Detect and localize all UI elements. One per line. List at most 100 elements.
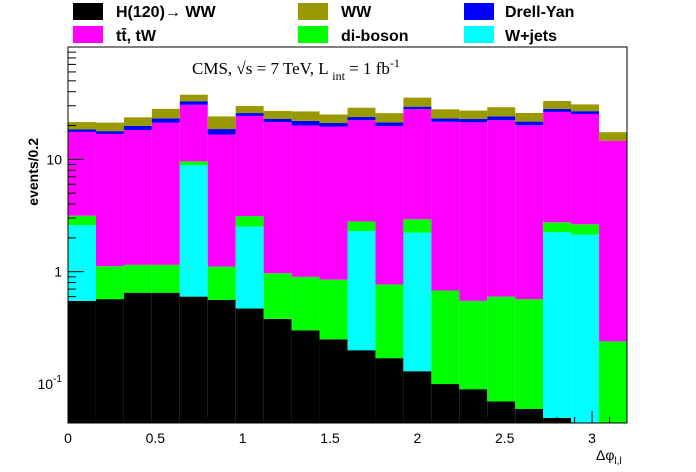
y-tick-label-base: 10 (38, 376, 54, 392)
legend-swatch-ww (298, 3, 328, 20)
bar-tt-tw-bin-13 (431, 121, 460, 291)
legend-label-ttbar: tt̄, tW (116, 27, 157, 45)
bar-tt-tw-bin-0 (68, 131, 96, 216)
x-tick-label: 2.5 (495, 430, 515, 446)
bar-di-boson-bin-14 (459, 300, 488, 390)
legend-label-drell-yan: Drell-Yan (505, 4, 574, 21)
bar-drell-yan-bin-8 (291, 120, 320, 126)
bar-h-120-ww-bin-3 (151, 292, 180, 423)
bar-drell-yan-bin-18 (571, 111, 600, 114)
bar-w-jets-bin-6 (235, 226, 264, 309)
bar-di-boson-bin-16 (515, 299, 544, 409)
bar-h-120-ww-bin-5 (207, 299, 236, 423)
bar-drell-yan-bin-3 (151, 118, 180, 123)
bar-h-120-ww-bin-15 (487, 401, 516, 423)
bar-tt-tw-bin-10 (347, 120, 376, 222)
bar-tt-tw-bin-9 (319, 126, 348, 280)
y-tick-label: 1 (54, 264, 62, 280)
bar-ww-bin-10 (347, 107, 376, 118)
bars-layer (68, 94, 627, 423)
bar-h-120-ww-bin-1 (95, 299, 124, 423)
bar-drell-yan-bin-12 (403, 106, 432, 110)
bar-ww-bin-3 (151, 108, 180, 119)
bar-di-boson-bin-7 (263, 273, 292, 319)
bar-ww-bin-13 (431, 109, 460, 119)
bar-h-120-ww-bin-7 (263, 318, 292, 423)
bar-w-jets-bin-17 (543, 232, 572, 418)
bar-ww-bin-11 (375, 113, 404, 123)
bar-drell-yan-bin-0 (68, 129, 96, 132)
bar-h-120-ww-bin-14 (459, 389, 488, 423)
x-tick-label: 2 (413, 430, 421, 446)
x-tick-label: 0.5 (146, 430, 166, 446)
bar-ww-bin-15 (487, 107, 516, 117)
bar-tt-tw-bin-7 (263, 122, 292, 274)
x-tick-label: 1.5 (320, 430, 340, 446)
legend-label-wjets: W+jets (505, 28, 557, 45)
bar-drell-yan-bin-6 (235, 113, 264, 116)
legend-label-diboson: di-boson (341, 28, 409, 45)
legend-label-higgs-name: H(120) (116, 4, 165, 21)
bar-di-boson-bin-19 (599, 341, 627, 423)
bar-tt-tw-bin-17 (543, 111, 572, 223)
bar-drell-yan-bin-16 (515, 121, 544, 126)
bar-drell-yan-bin-11 (375, 122, 404, 127)
bar-tt-tw-bin-5 (207, 134, 236, 267)
x-axis: 0 0.5 1 1.5 2 2.5 3 (64, 411, 628, 446)
bar-tt-tw-bin-1 (95, 133, 124, 267)
x-axis-title-sub: l,l (614, 456, 621, 467)
bar-tt-tw-bin-8 (291, 125, 320, 277)
y-tick-label: 10-1 (38, 374, 63, 392)
y-tick-label-base: 10 (46, 151, 62, 167)
bar-drell-yan-bin-9 (319, 123, 348, 127)
bar-drell-yan-bin-2 (123, 125, 152, 130)
bar-ww-bin-1 (95, 122, 124, 132)
bar-di-boson-bin-0 (68, 215, 96, 226)
bar-ww-bin-7 (263, 110, 292, 119)
annotation-pre: CMS, (192, 59, 236, 78)
bar-h-120-ww-bin-16 (515, 408, 544, 423)
bar-h-120-ww-bin-10 (347, 350, 376, 423)
y-tick-label-exponent: -1 (53, 374, 62, 385)
annotation-post: = 1 fb (345, 59, 390, 78)
bar-drell-yan-bin-14 (459, 119, 488, 123)
bar-ww-bin-2 (123, 117, 152, 126)
annotation-sup: -1 (390, 56, 400, 70)
legend-swatch-diboson (298, 26, 328, 43)
bar-tt-tw-bin-12 (403, 109, 432, 220)
bar-ww-bin-0 (68, 122, 96, 130)
bar-di-boson-bin-13 (431, 290, 460, 385)
bar-di-boson-bin-10 (347, 221, 376, 232)
bar-di-boson-bin-11 (375, 284, 404, 359)
bar-drell-yan-bin-4 (179, 101, 208, 105)
bar-di-boson-bin-6 (235, 216, 264, 227)
bar-ww-bin-4 (179, 94, 208, 102)
bar-drell-yan-bin-1 (95, 131, 124, 134)
annotation-sub: int (332, 69, 345, 83)
annotation-sqrt: √s (236, 59, 252, 78)
bar-ww-bin-12 (403, 97, 432, 107)
bar-di-boson-bin-5 (207, 266, 236, 300)
bar-ww-bin-16 (515, 112, 544, 122)
bar-tt-tw-bin-4 (179, 104, 208, 162)
annotation-mid: = 7 TeV, L (252, 59, 332, 78)
legend-swatch-wjets (464, 26, 494, 43)
bar-tt-tw-bin-3 (151, 122, 180, 265)
bar-ww-bin-14 (459, 110, 488, 120)
bar-drell-yan-bin-7 (263, 118, 292, 123)
bar-ww-bin-6 (235, 106, 264, 114)
x-axis-title-main: Δφ (596, 447, 614, 463)
bar-tt-tw-bin-18 (571, 113, 600, 225)
legend-swatch-higgs (73, 3, 103, 20)
legend-arrow: → (165, 4, 181, 21)
bar-ww-bin-18 (571, 104, 600, 112)
x-axis-title: Δφl,l (596, 447, 622, 467)
bar-tt-tw-bin-2 (123, 129, 152, 265)
legend-label-ww: WW (341, 4, 372, 21)
bar-di-boson-bin-15 (487, 296, 516, 402)
bar-di-boson-bin-8 (291, 276, 320, 331)
bar-h-120-ww-bin-13 (431, 384, 460, 423)
bar-tt-tw-bin-16 (515, 125, 544, 300)
